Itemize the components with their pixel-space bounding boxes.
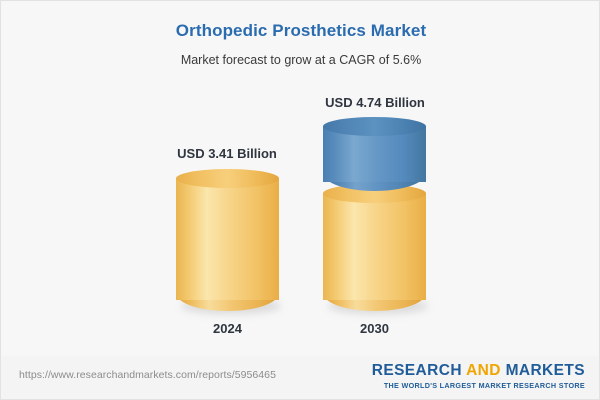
bar-value-label-2030: USD 4.74 Billion — [325, 95, 425, 110]
logo-word-and-text: AND — [466, 362, 501, 379]
chart-title: Orthopedic Prosthetics Market — [175, 21, 427, 40]
bar-category-label-2030: 2030 — [360, 321, 389, 336]
footer: https://www.researchandmarkets.com/repor… — [1, 356, 599, 399]
logo-tagline: THE WORLD'S LARGEST MARKET RESEARCH STOR… — [383, 381, 585, 391]
chart-subtitle: Market forecast to grow at a CAGR of 5.6… — [180, 53, 422, 67]
bar-body-2024 — [176, 178, 279, 300]
bar-value-label-2024: USD 3.41 Billion — [177, 146, 277, 161]
research-and-markets-logo[interactable]: RESEARCH AND MARKETS THE WORLD'S LARGEST… — [371, 362, 585, 391]
bar-top-cap-2030 — [323, 117, 426, 136]
logo-word-markets: MARKETS — [505, 362, 585, 379]
bar-category-label-2024: 2024 — [213, 321, 242, 336]
bar-body-base-2030 — [323, 193, 426, 300]
logo-wordmark: RESEARCH AND MARKETS — [371, 362, 585, 379]
bar-top-cap-2024 — [176, 169, 279, 188]
report-url[interactable]: https://www.researchandmarkets.com/repor… — [19, 369, 276, 381]
logo-word-research: RESEARCH — [371, 362, 462, 379]
plot-area: USD 3.41 Billion 2024 USD 4.74 Billion — [1, 1, 599, 356]
